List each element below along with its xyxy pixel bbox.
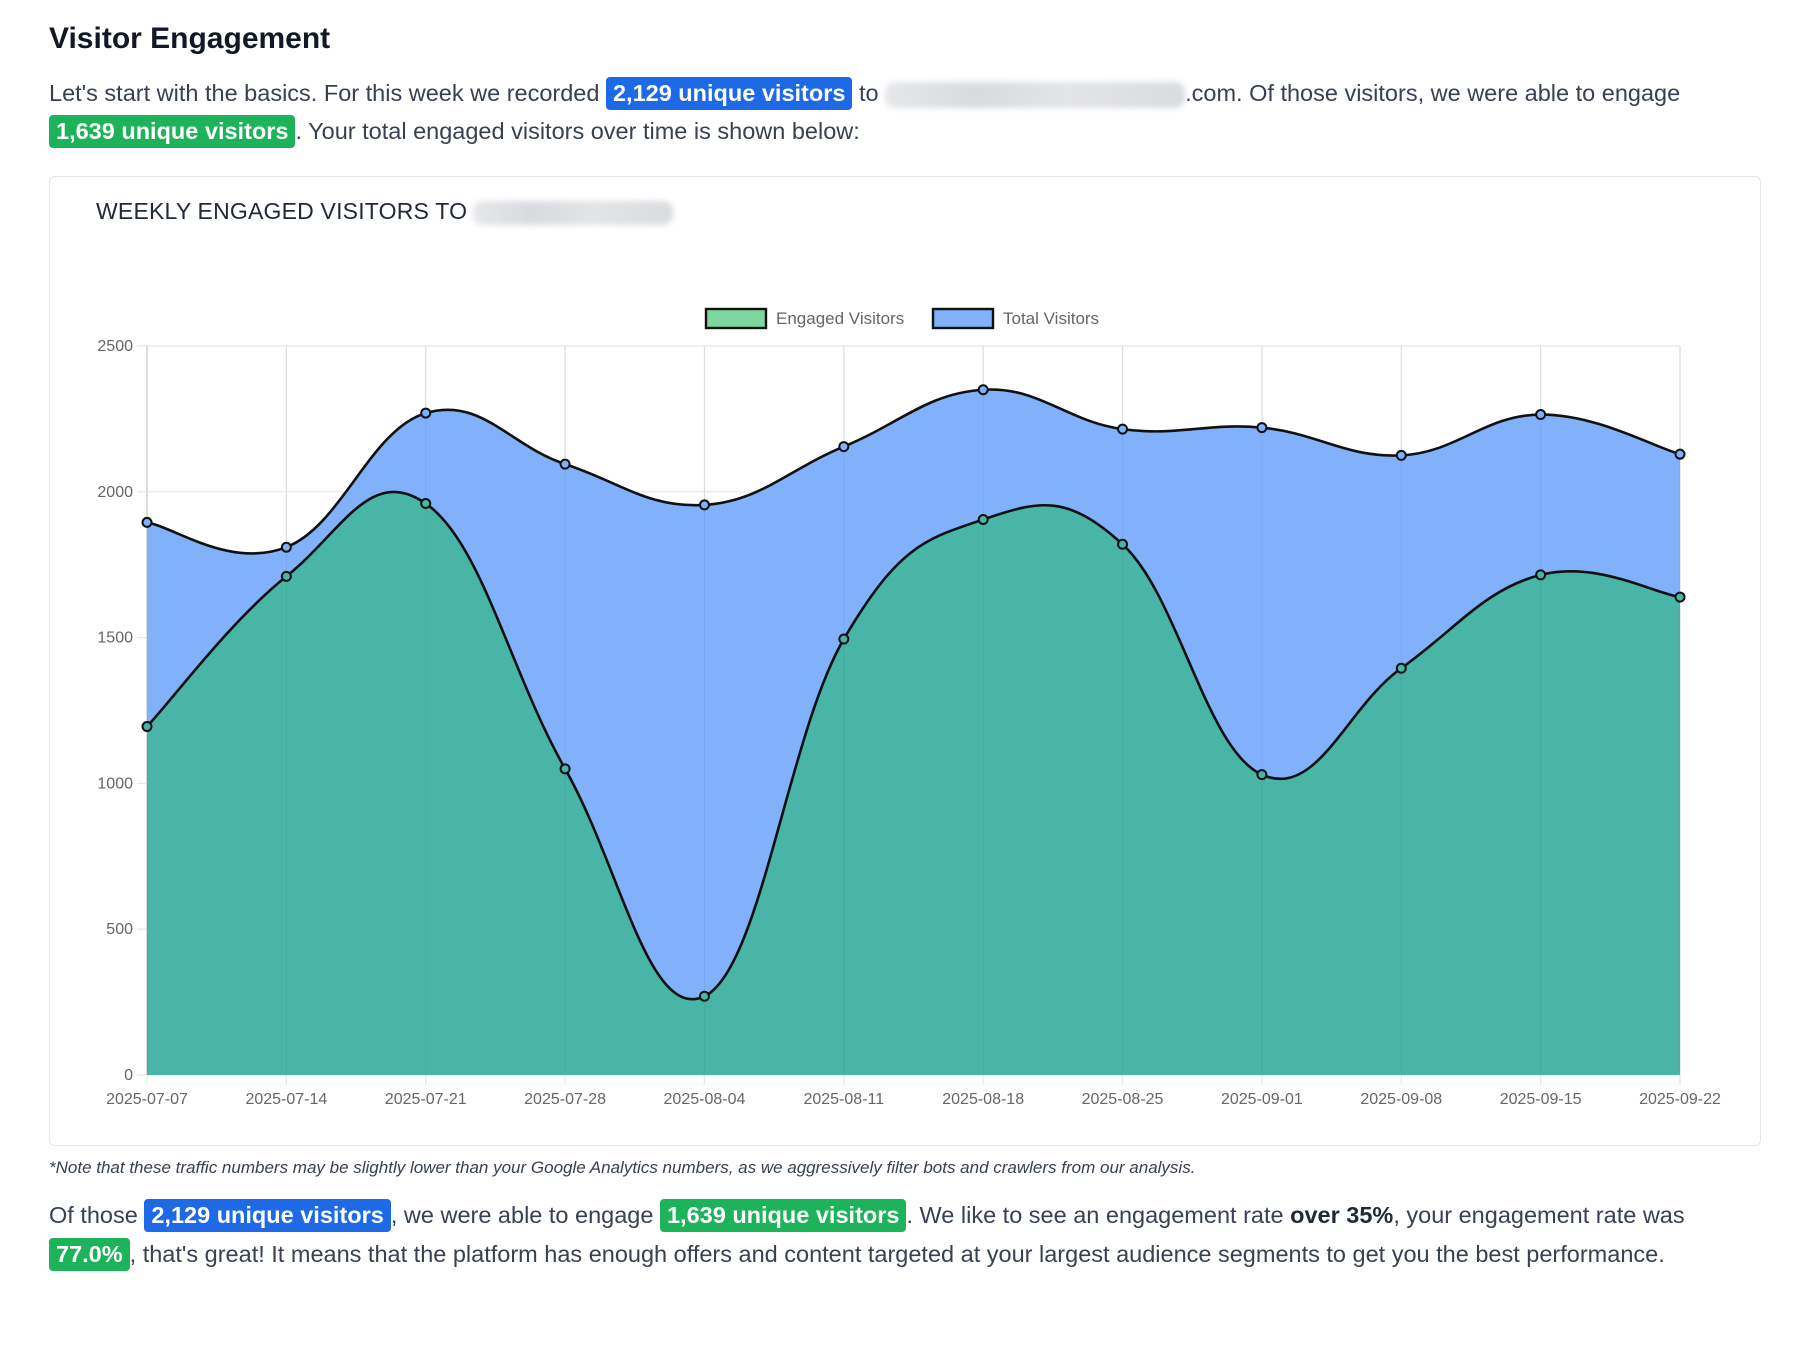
intro-text-2: to [852, 80, 886, 106]
x-tick-label: 2025-08-04 [664, 1091, 746, 1108]
y-tick-label: 2000 [97, 484, 133, 501]
summary-text-2: , we were able to engage [390, 1202, 660, 1228]
total-visitors-point [1674, 448, 1686, 460]
engagement-rate-badge: 77.0% [49, 1237, 130, 1271]
redacted-chart-domain [473, 200, 674, 225]
x-tick-label: 2025-08-18 [942, 1091, 1024, 1108]
intro-text-1: Let's start with the basics. For this we… [49, 80, 606, 106]
total-visitors-line [146, 388, 1681, 555]
engaged-visitors-point [1256, 769, 1268, 781]
legend-swatch [931, 307, 995, 330]
engaged-visitors-point [141, 721, 153, 733]
total-visitors-point [977, 384, 989, 396]
engaged-visitors-point [280, 570, 292, 582]
x-tick-label: 2025-07-28 [524, 1091, 606, 1108]
total-visitors-point [1117, 423, 1129, 435]
total-visitors-point [420, 407, 432, 419]
intro-text-4: . Your total engaged visitors over time … [295, 118, 860, 144]
total-visitors-point [141, 516, 153, 528]
summary-engaged-visitors-badge: 1,639 unique visitors [659, 1199, 907, 1232]
summary-text-5: , that's great! It means that the platfo… [129, 1240, 1665, 1267]
y-tick-label: 1000 [97, 775, 133, 792]
legend-swatch [704, 307, 768, 330]
x-tick-label: 2025-09-22 [1639, 1091, 1721, 1108]
x-tick-label: 2025-09-08 [1360, 1091, 1442, 1108]
x-tick-label: 2025-07-14 [245, 1091, 327, 1108]
x-tick-label: 2025-07-07 [106, 1091, 188, 1108]
engaged-visitors-area [147, 491, 1680, 1075]
chart-title: WEEKLY ENGAGED VISITORS TO [96, 198, 674, 225]
x-tick-label: 2025-09-15 [1500, 1091, 1582, 1108]
total-visitors-point [1535, 409, 1547, 421]
legend-label: Total Visitors [1003, 309, 1099, 328]
total-visitors-point [280, 541, 292, 553]
total-visitors-point [838, 441, 850, 453]
x-tick-label: 2025-09-01 [1221, 1091, 1303, 1108]
y-tick-label: 2500 [97, 338, 133, 355]
y-tick-label: 1500 [97, 630, 133, 647]
total-visitors-point [559, 458, 571, 470]
target-rate-emphasis: over 35% [1290, 1202, 1394, 1228]
engaged-visitors-point [838, 633, 850, 645]
summary-text-4: , your engagement rate was [1393, 1202, 1685, 1228]
total-visitors-badge: 2,129 unique visitors [605, 77, 853, 110]
intro-paragraph: Let's start with the basics. For this we… [49, 74, 1759, 150]
engaged-visitors-point [1117, 538, 1129, 550]
intro-text-3: .com. Of those visitors, we were able to… [1185, 80, 1681, 106]
x-tick-label: 2025-07-21 [385, 1091, 467, 1108]
total-visitors-point [1256, 422, 1268, 434]
engaged-visitors-point [977, 514, 989, 526]
engaged-visitors-point [1674, 591, 1686, 603]
legend-label: Engaged Visitors [776, 309, 904, 328]
weekly-engaged-visitors-chart: 0 500 1000 1500 2000 2500 2025-07-07 2025-07-14… [97, 307, 1721, 1108]
engaged-visitors-point [1535, 569, 1547, 581]
y-tick-label: 500 [106, 921, 133, 938]
engaged-visitors-point [559, 763, 571, 775]
engaged-visitors-point [1395, 662, 1407, 674]
redacted-domain [885, 81, 1186, 108]
x-tick-label: 2025-08-11 [803, 1091, 884, 1108]
analytics-note: *Note that these traffic numbers may be … [49, 1158, 1196, 1177]
y-tick-label: 0 [124, 1067, 133, 1084]
summary-text-3: . We like to see an engagement rate [906, 1202, 1291, 1228]
summary-paragraph: Of those 2,129 unique visitors, we were … [49, 1196, 1759, 1273]
engaged-visitors-badge: 1,639 unique visitors [49, 115, 296, 148]
chart-title-text: WEEKLY ENGAGED VISITORS TO [96, 198, 468, 224]
total-visitors-point [698, 499, 710, 511]
section-title: Visitor Engagement [49, 22, 331, 55]
summary-total-visitors-badge: 2,129 unique visitors [144, 1199, 391, 1232]
total-visitors-point [1395, 449, 1407, 461]
x-tick-label: 2025-08-25 [1082, 1091, 1164, 1108]
engaged-visitors-point [420, 497, 432, 509]
engaged-visitors-point [698, 990, 710, 1002]
summary-text-1: Of those [49, 1202, 145, 1228]
